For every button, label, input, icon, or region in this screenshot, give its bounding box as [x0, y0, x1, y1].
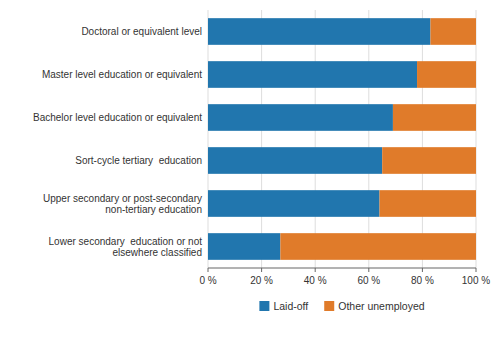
bar [208, 104, 393, 131]
tick-label: 0 % [199, 275, 216, 286]
bar [393, 104, 476, 131]
category-label-line: Master level education or equivalent [42, 69, 202, 80]
legend-label: Laid-off [273, 300, 308, 312]
category-label: Bachelor level education or equivalent [33, 112, 202, 123]
chart-container: 0 % 20 % 40 % 60 % 80 % 100 % Doctoral or equi… [0, 0, 492, 340]
category-label-line: Sort-cycle tertiary education [75, 155, 202, 166]
grid-line [315, 10, 316, 268]
tick-label: 60 % [357, 275, 380, 286]
category-label-line: Lower secondary education or not [49, 236, 203, 247]
category-label-line: elsewhere classified [113, 247, 203, 258]
bar [280, 233, 476, 260]
category-label-line: non-tertiary education [105, 204, 202, 215]
grid-line [422, 10, 423, 268]
category-label-line: Upper secondary or post-secondary [43, 193, 202, 204]
category-label-line: Doctoral or equivalent level [81, 26, 202, 37]
category-label: Sort-cycle tertiary education [75, 155, 202, 166]
tick-label: 20 % [250, 275, 273, 286]
category-label: Lower secondary education or notelsewher… [49, 236, 203, 258]
tick-label: 100 % [462, 275, 490, 286]
legend-item: Other unemployed [324, 300, 425, 312]
bar [430, 18, 476, 45]
tick [368, 268, 369, 272]
axis-line [208, 268, 476, 269]
x-axis: 0 % 20 % 40 % 60 % 80 % 100 % [199, 268, 490, 286]
category-label: Doctoral or equivalent level [81, 26, 202, 37]
grid-line [368, 10, 369, 268]
tick [476, 268, 477, 272]
chart: 0 % 20 % 40 % 60 % 80 % 100 % Doctoral or equi… [0, 0, 492, 340]
category-label: Master level education or equivalent [42, 69, 202, 80]
legend-item: Laid-off [259, 300, 308, 312]
tick [208, 268, 209, 272]
tick-label: 40 % [304, 275, 327, 286]
tick [261, 268, 262, 272]
grid [208, 10, 476, 268]
tick-label: 80 % [411, 275, 434, 286]
bar [417, 61, 476, 88]
y-axis: Doctoral or equivalent level Master level… [33, 26, 202, 258]
grid-line [208, 10, 209, 268]
legend: Laid-off Other unemployed [259, 300, 424, 312]
tick [315, 268, 316, 272]
bar [380, 190, 476, 217]
category-label: Upper secondary or post-secondarynon-ter… [43, 193, 202, 215]
category-label-line: Bachelor level education or equivalent [33, 112, 202, 123]
grid-line [476, 10, 477, 268]
bars [208, 18, 476, 260]
bar [208, 147, 382, 174]
grid-line [261, 10, 262, 268]
tick [422, 268, 423, 272]
bar [208, 61, 417, 88]
bar [208, 18, 430, 45]
bar [208, 190, 380, 217]
legend-label: Other unemployed [338, 300, 425, 312]
background [0, 0, 492, 340]
bar [382, 147, 476, 174]
legend-swatch [259, 301, 269, 311]
bar [208, 233, 280, 260]
legend-swatch [324, 301, 334, 311]
